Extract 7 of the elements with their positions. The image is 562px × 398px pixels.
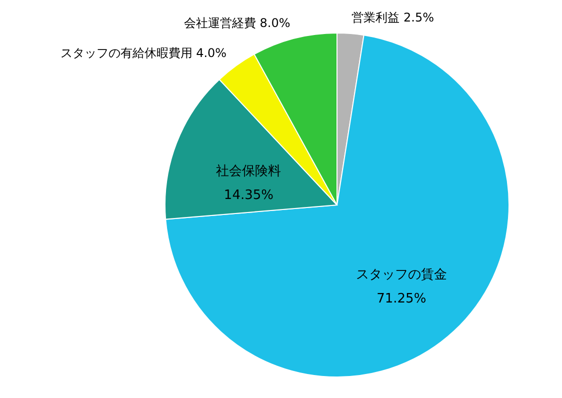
slice-label: スタッフの賃金 [356,267,447,282]
slice-label: 会社運営経費 8.0% [184,16,290,30]
data-label: 14.35% [224,188,274,204]
slice-label: 営業利益 2.5% [352,10,434,25]
slice-label: 社会保険料 [216,164,282,180]
slice-label: スタッフの有給休暇費用 4.0% [60,46,227,60]
data-label: 71.25% [376,291,426,306]
